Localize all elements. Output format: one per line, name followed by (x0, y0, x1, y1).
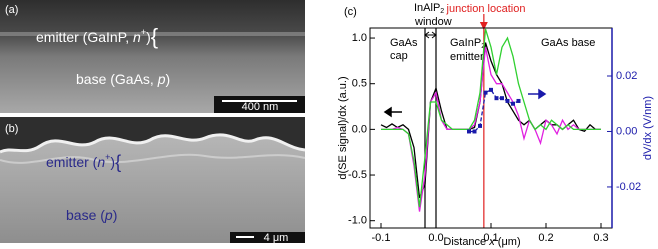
region-label: window (414, 16, 452, 28)
data-point (489, 87, 493, 92)
y2-tick-label: 0.02 (616, 70, 637, 82)
data-point (483, 90, 488, 95)
panel-label: (c) (344, 6, 357, 18)
region-label: GaAs base (541, 37, 595, 49)
data-point (467, 129, 471, 134)
data-point (500, 96, 504, 101)
data-line (469, 89, 519, 133)
sem-image-b: (b) emitter (n+){ base (p) 4 μm (0, 117, 306, 244)
y-tick-label: -0.5 (348, 169, 367, 181)
emitter-label: emitter (GaInP, n+){ (36, 24, 158, 49)
axis-arrow (528, 88, 547, 100)
data-point (494, 96, 499, 101)
axis-arrow (383, 106, 402, 118)
x-tick-label: 0.3 (593, 232, 608, 244)
x-tick-label: -0.1 (372, 232, 391, 244)
x-tick-label: 0.0 (428, 232, 443, 244)
x-tick-label: 0.1 (483, 232, 498, 244)
y2-axis-label: dV/dx (V/nm) (642, 96, 654, 160)
junction-label: junction location (446, 3, 526, 15)
panel-label: (b) (5, 123, 18, 135)
y-tick-label: -1.0 (348, 215, 367, 227)
data-point (472, 129, 477, 134)
y-tick-label: 1.0 (352, 32, 367, 44)
chart: (c) GaAs cap InAlP2 window GaInP2 emitte… (337, 2, 654, 248)
region-label: emitter (450, 51, 484, 63)
data-point (511, 101, 515, 106)
data-line (381, 47, 601, 212)
y2-tick-label: -0.02 (616, 181, 641, 193)
data-point (478, 123, 482, 128)
base-label: base (GaAs, p) (76, 71, 170, 87)
data-line (381, 28, 601, 208)
region-label: InAlP2 (414, 2, 444, 15)
region-label: cap (390, 50, 408, 62)
sem-image-a: (a) emitter (GaInP, n+){ base (GaAs, p) … (0, 0, 305, 113)
y2-tick-label: 0.00 (616, 125, 637, 137)
emitter-label: emitter (n+){ (46, 152, 121, 172)
x-tick-label: 0.2 (538, 232, 553, 244)
window-arrow (424, 31, 437, 39)
base-label: base (p) (66, 207, 117, 223)
data-point (516, 98, 521, 103)
x-axis-label: Distance x (μm) (443, 236, 520, 248)
y-tick-label: 0.5 (352, 78, 367, 90)
data-line (380, 42, 601, 199)
junction-arrow (479, 22, 488, 30)
region-label: GaAs (390, 37, 418, 49)
y-axis-label: d(SE signal)/dx (a.u.) (337, 76, 349, 179)
scale-bar-label: 400 nm (242, 101, 279, 113)
y-tick-label: 0.0 (352, 123, 367, 135)
scale-bar-label: 4 μm (264, 232, 289, 244)
panel-label: (a) (5, 4, 18, 16)
data-point (505, 98, 510, 103)
region-label: GaInP2 (450, 37, 485, 50)
